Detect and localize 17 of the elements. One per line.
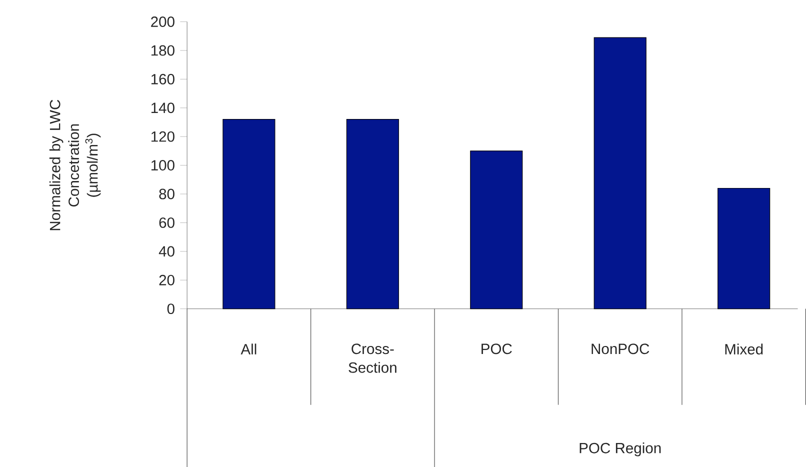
- x-tick-label: All: [240, 343, 256, 354]
- y-tick-label: 100: [151, 160, 174, 170]
- y-tick-label: 60: [159, 217, 174, 228]
- y-tick-label: 0: [167, 303, 174, 314]
- y-tick-label: 80: [159, 188, 174, 199]
- y-tick-label: 160: [151, 74, 174, 84]
- y-tick-label: 200: [151, 16, 174, 27]
- text: POC Region: [580, 442, 661, 456]
- y-tick-label: 40: [158, 246, 174, 256]
- x-tick-label: Cross-Section: [348, 343, 396, 373]
- y-tick-label: 140: [151, 102, 174, 113]
- y-tick-label: 20: [159, 274, 174, 286]
- x-tick-label: Mixed: [725, 343, 763, 354]
- y-tick-label: 180: [151, 44, 174, 56]
- x-tick-label: POC: [482, 343, 512, 354]
- y-tick-label: 120: [151, 131, 174, 142]
- x-tick-label: NonPOC: [592, 343, 650, 354]
